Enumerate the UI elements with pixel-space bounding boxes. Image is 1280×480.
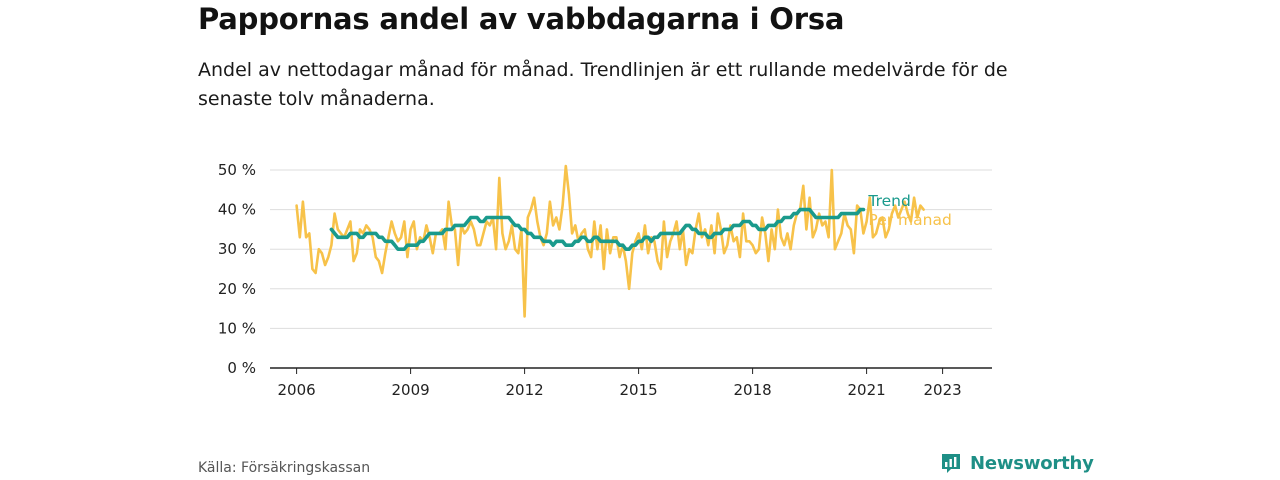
brand-name: Newsworthy [970, 452, 1094, 474]
x-tick-label: 2023 [924, 381, 962, 399]
legend-label-monthly: Per månad [868, 211, 951, 229]
x-tick-label: 2021 [848, 381, 886, 399]
x-tick-label: 2018 [734, 381, 772, 399]
y-tick-label: 20 % [218, 280, 256, 298]
chart-title: Pappornas andel av vabbdagarna i Orsa [198, 2, 845, 36]
y-tick-label: 10 % [218, 319, 256, 337]
source-note: Källa: Försäkringskassan [198, 460, 371, 476]
x-axis-ticks: 2006 2009 2012 2015 2018 2021 2023 [278, 368, 962, 399]
chart-subtitle: Andel av nettodagar månad för månad. Tre… [198, 59, 1008, 110]
y-tick-label: 30 % [218, 240, 256, 258]
y-tick-label: 40 % [218, 201, 256, 219]
x-tick-label: 2009 [392, 381, 430, 399]
trend-line [329, 207, 866, 251]
bar-chart-speech-icon [942, 454, 960, 473]
x-tick-label: 2006 [278, 381, 316, 399]
series-lines [295, 164, 925, 318]
monthly-line [295, 164, 925, 318]
y-axis-ticks: 0 % 10 % 20 % 30 % 40 % 50 % [218, 161, 256, 377]
y-tick-label: 50 % [218, 161, 256, 179]
legend-label-trend: Trend [867, 192, 910, 210]
x-tick-label: 2015 [620, 381, 658, 399]
y-tick-label: 0 % [227, 359, 256, 377]
brand-logo[interactable]: Newsworthy [940, 452, 1094, 474]
x-tick-label: 2012 [506, 381, 544, 399]
